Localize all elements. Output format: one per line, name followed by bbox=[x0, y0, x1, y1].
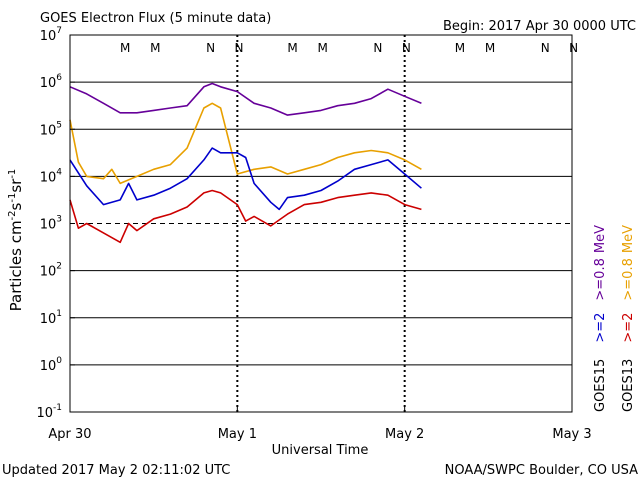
x-tick-label: Apr 30 bbox=[48, 427, 91, 442]
marker-n: N bbox=[569, 41, 578, 55]
marker-n: N bbox=[402, 41, 411, 55]
series-line bbox=[69, 189, 422, 244]
y-tick-label: 103 bbox=[40, 215, 62, 233]
flux-series bbox=[69, 82, 422, 244]
series-line bbox=[69, 82, 422, 116]
marker-n: N bbox=[373, 41, 382, 55]
gridlines bbox=[70, 81, 572, 366]
y-tick-label: 105 bbox=[40, 120, 62, 138]
marker-m: M bbox=[287, 41, 297, 55]
marker-n: N bbox=[235, 41, 244, 55]
y-tick-label: 101 bbox=[40, 309, 62, 327]
x-tick-labels: Apr 30 May 1 May 2 May 3 bbox=[48, 406, 592, 442]
marker-m: M bbox=[150, 41, 160, 55]
marker-n: N bbox=[541, 41, 550, 55]
x-axis-label: Universal Time bbox=[272, 443, 369, 458]
legend-goes13: GOES13>=2>=0.8MeV bbox=[621, 225, 636, 412]
x-tick-label: May 1 bbox=[218, 427, 257, 442]
y-tick-label: 106 bbox=[40, 73, 63, 91]
x-tick-label: May 3 bbox=[552, 427, 591, 442]
y-axis-label: Particles cm-2s-1sr-1 bbox=[7, 169, 25, 312]
y-tick-label: 104 bbox=[40, 167, 63, 185]
y-tick-labels: 107 106 105 104 103 102 101 100 10-1 bbox=[36, 26, 75, 421]
y-tick-label: 102 bbox=[40, 262, 62, 280]
series-line bbox=[69, 147, 422, 211]
series-line bbox=[69, 102, 422, 185]
footer-updated: Updated 2017 May 2 02:11:02 UTC bbox=[2, 463, 230, 478]
x-tick-label: May 2 bbox=[385, 427, 424, 442]
legend: GOES13>=2>=0.8MeV GOES15>=2>=0.8MeV bbox=[593, 225, 636, 412]
y-tick-label: 10-1 bbox=[36, 403, 62, 421]
marker-m: M bbox=[317, 41, 327, 55]
footer-credit: NOAA/SWPC Boulder, CO USA bbox=[445, 463, 638, 478]
legend-goes15: GOES15>=2>=0.8MeV bbox=[593, 225, 608, 412]
chart-title: GOES Electron Flux (5 minute data) bbox=[40, 11, 271, 26]
y-tick-label: 107 bbox=[40, 26, 62, 44]
y-tick-label: 100 bbox=[40, 356, 63, 374]
marker-n: N bbox=[206, 41, 215, 55]
marker-m: M bbox=[485, 41, 495, 55]
begin-label: Begin: 2017 Apr 30 0000 UTC bbox=[443, 19, 636, 34]
marker-m: M bbox=[120, 41, 130, 55]
marker-m: M bbox=[455, 41, 465, 55]
